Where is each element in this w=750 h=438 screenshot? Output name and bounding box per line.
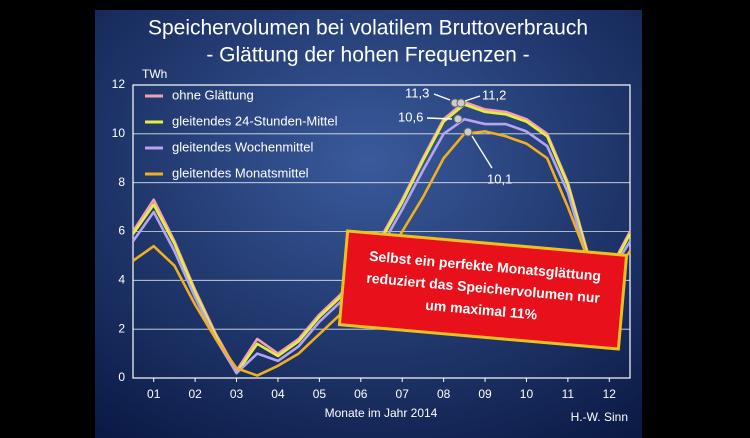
y-tick-label: 8 (118, 175, 125, 189)
x-tick-label: 10 (520, 387, 534, 401)
x-tick-label: 02 (188, 387, 202, 401)
annotation: 10,1 (487, 171, 512, 186)
annotation: 11,2 (482, 87, 506, 102)
annotation-arrow (464, 95, 481, 102)
callout-point (456, 98, 466, 108)
credit: H.-W. Sinn (571, 410, 628, 424)
chart-title: Speichervolumen bei volatilem Bruttoverb… (148, 17, 588, 40)
annotation: 11,3 (405, 85, 429, 100)
legend-label: gleitendes Monatsmittel (172, 165, 309, 180)
y-tick-label: 4 (118, 273, 125, 287)
x-tick-label: 11 (562, 387, 575, 401)
y-tick-label: 10 (112, 126, 126, 140)
y-axis-label: TWh (142, 67, 167, 81)
legend-label: gleitendes 24-Stunden-Mittel (172, 113, 338, 128)
legend-label: ohne Glättung (172, 87, 254, 102)
y-tick-label: 2 (118, 321, 125, 335)
x-tick-label: 03 (230, 387, 244, 401)
callout-point (463, 127, 473, 137)
x-tick-label: 06 (354, 387, 368, 401)
x-tick-label: 07 (396, 387, 410, 401)
callout-box: Selbst ein perfekte Monatsglättungreduzi… (337, 229, 629, 351)
y-tick-label: 6 (118, 224, 125, 238)
annotation-arrow (471, 135, 493, 169)
x-tick-label: 05 (313, 387, 327, 401)
callout-rect (337, 229, 629, 351)
x-tick-label: 09 (478, 387, 492, 401)
x-axis-label: Monate im Jahr 2014 (325, 406, 438, 420)
legend-label: gleitendes Wochenmittel (172, 139, 314, 154)
x-tick-label: 04 (271, 387, 285, 401)
y-tick-label: 0 (118, 370, 125, 384)
x-tick-label: 12 (603, 387, 617, 401)
annotation-arrow (433, 93, 451, 101)
callout-point (453, 114, 463, 124)
y-tick-label: 12 (112, 77, 126, 91)
x-tick-label: 08 (437, 387, 451, 401)
annotation-arrow (426, 117, 453, 120)
x-tick-label: 01 (147, 387, 161, 401)
annotation: 10,6 (398, 109, 423, 124)
panel (95, 10, 642, 438)
chart-subtitle: - Glättung der hohen Frequenzen - (206, 44, 529, 67)
